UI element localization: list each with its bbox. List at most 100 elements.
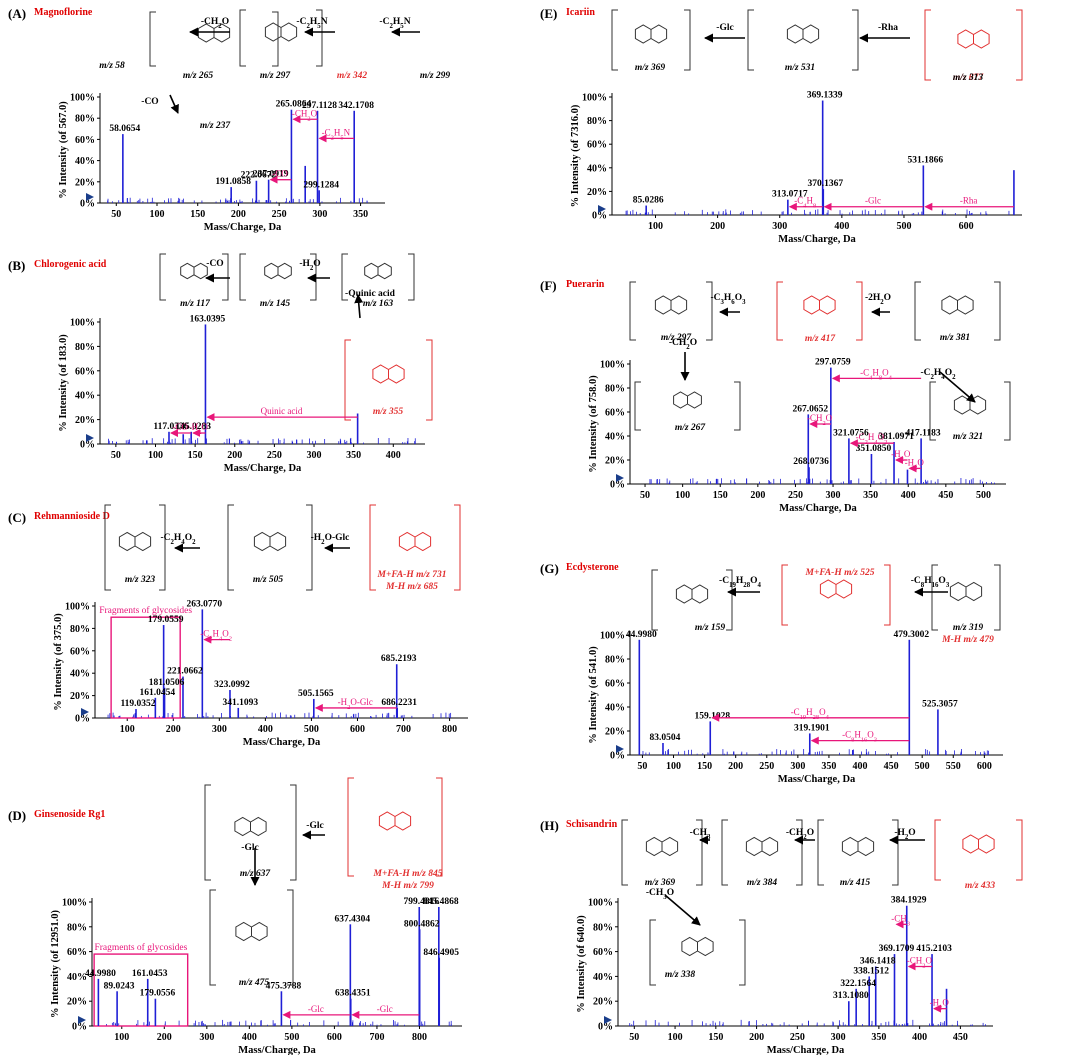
- structure-3: [817, 819, 899, 886]
- ion-label: m/z 433: [965, 881, 996, 891]
- molecule-skeleton-icon: [180, 262, 208, 280]
- y-tick-label: 100%: [70, 93, 95, 104]
- peak-label: 369.1709: [879, 944, 915, 954]
- y-tick-label: 80%: [75, 114, 95, 125]
- peak-label: 221.0662: [167, 667, 203, 677]
- y-tick-label: 0%: [75, 714, 90, 725]
- panel-h: (H) Schisandrin m/z 369 m/z 384 m/z 415 m/z 4…: [540, 818, 1023, 1055]
- bracket-right: [706, 281, 713, 341]
- peak-label: 381.0971: [878, 432, 914, 442]
- x-tick-label: 200: [166, 724, 181, 735]
- panel-b: (B) Chlorogenic acid m/z 117 m/z 145 m/z 163…: [8, 253, 433, 474]
- peak-label: 319.1901: [794, 723, 830, 733]
- peak-label: 161.0454: [140, 688, 176, 698]
- molecule-skeleton-icon: [197, 23, 231, 43]
- ion-label: m/z 58: [99, 61, 125, 71]
- fragmentation-arrow: [664, 894, 701, 926]
- y-tick-label: 40%: [605, 703, 625, 714]
- ion-label: m/z 505: [253, 575, 284, 585]
- ion-label: m/z 415: [840, 878, 871, 888]
- compound-name: Ginsenoside Rg1: [34, 809, 105, 820]
- structure-1: [611, 9, 691, 71]
- y-tick-label: 80%: [70, 624, 90, 635]
- y-axis-label: % Intensity (of 758.0): [588, 375, 599, 473]
- fragmentation-step: -CH3: [690, 828, 711, 841]
- panel-tag: (H): [540, 818, 559, 833]
- neutral-loss-label: -CH2O: [907, 955, 933, 969]
- bracket-left: [651, 569, 658, 631]
- bracket-left: [621, 819, 628, 886]
- y-axis-label: % Intensity (of 7316.0): [570, 104, 581, 207]
- x-tick-label: 800: [412, 1032, 427, 1043]
- y-tick-label: 100%: [62, 898, 87, 909]
- peak-label: 338.1512: [853, 966, 889, 976]
- bracket-left: [344, 339, 351, 421]
- y-tick-label: 20%: [70, 691, 90, 702]
- x-tick-label: 800: [442, 724, 457, 735]
- precursor-pointer-icon: [78, 1016, 86, 1024]
- structure-1: [204, 784, 297, 881]
- bracket-right: [159, 504, 166, 591]
- bracket-right: [436, 777, 443, 877]
- x-tick-label: 200: [749, 1032, 764, 1043]
- panel-g: (G) Ecdysterone m/z 159 M+FA-H m/z 525 M-H m…: [540, 561, 1003, 785]
- bracket-left: [781, 564, 788, 626]
- peak-label: 346.1418: [860, 956, 896, 966]
- structure-1: [629, 281, 713, 341]
- ion-label: m/z 265: [183, 71, 214, 81]
- bracket-right: [994, 564, 1001, 631]
- bracket-right: [287, 889, 294, 986]
- x-tick-label: 300: [212, 724, 227, 735]
- precursor-pointer-icon: [616, 745, 624, 753]
- precursor-pointer-icon: [86, 434, 94, 442]
- peak-label: 525.3057: [922, 699, 958, 709]
- x-tick-label: 600: [350, 724, 365, 735]
- fragmentation-step: -Glc: [241, 843, 258, 853]
- x-axis-label: Mass/Charge, Da: [767, 1045, 845, 1055]
- molecule-skeleton-icon: [675, 584, 709, 604]
- structure-2: [776, 281, 863, 341]
- y-tick-label: 80%: [605, 655, 625, 666]
- x-tick-label: 100: [648, 221, 663, 232]
- noise-baseline: [625, 209, 1010, 215]
- molecule-skeleton-icon: [364, 262, 392, 280]
- fragmentation-step: -H2O-Glc: [311, 533, 350, 546]
- peak-label: 161.0453: [132, 969, 168, 979]
- x-axis-label: Mass/Charge, Da: [204, 222, 282, 233]
- x-tick-label: 450: [953, 1032, 968, 1043]
- molecule-skeleton-icon: [234, 816, 267, 837]
- bracket-right: [884, 564, 891, 626]
- peak-label: 145.0283: [175, 422, 211, 432]
- structure-2: [209, 889, 294, 986]
- ion-label: m/z 313: [953, 73, 984, 83]
- panel-tag: (A): [8, 6, 26, 21]
- neutral-loss-label: -H2O: [189, 422, 209, 436]
- fragmentation-step: -C2H4O2: [160, 533, 196, 546]
- molecule-skeleton-icon: [786, 24, 820, 44]
- bracket-left: [929, 381, 936, 441]
- y-axis-label: % Intensity (of 567.0): [58, 101, 69, 199]
- bracket-right: [684, 9, 691, 71]
- x-tick-label: 400: [853, 761, 868, 772]
- y-tick-label: 20%: [593, 997, 613, 1008]
- x-tick-label: 300: [199, 1032, 214, 1043]
- neutral-loss-label: -C2H5N: [322, 127, 351, 141]
- peak-label: 299.1284: [303, 180, 339, 190]
- peak-label: 263.0770: [187, 599, 223, 609]
- y-tick-label: 20%: [587, 187, 607, 198]
- ion-label: m/z 323: [125, 575, 156, 585]
- x-tick-label: 250: [267, 450, 282, 461]
- panel-a: (A) Magnoflorine m/z 265 m/z 297 m/z 342 m/z …: [8, 6, 450, 233]
- ion-label: m/z 321: [953, 432, 983, 442]
- fragmentation-step: -C19H28O4: [719, 576, 761, 589]
- noise-baseline: [107, 712, 452, 718]
- compound-name: Ecdysterone: [566, 562, 619, 573]
- ion-label: m/z 117: [180, 299, 211, 309]
- structure-4: [934, 819, 1023, 881]
- y-tick-label: 40%: [75, 156, 95, 167]
- glycoside-fragment-box: [93, 953, 189, 1027]
- compound-name: Schisandrin: [566, 819, 618, 830]
- peak-label: 505.1565: [298, 689, 334, 699]
- bracket-left: [159, 253, 166, 301]
- x-axis-label: Mass/Charge, Da: [778, 774, 856, 785]
